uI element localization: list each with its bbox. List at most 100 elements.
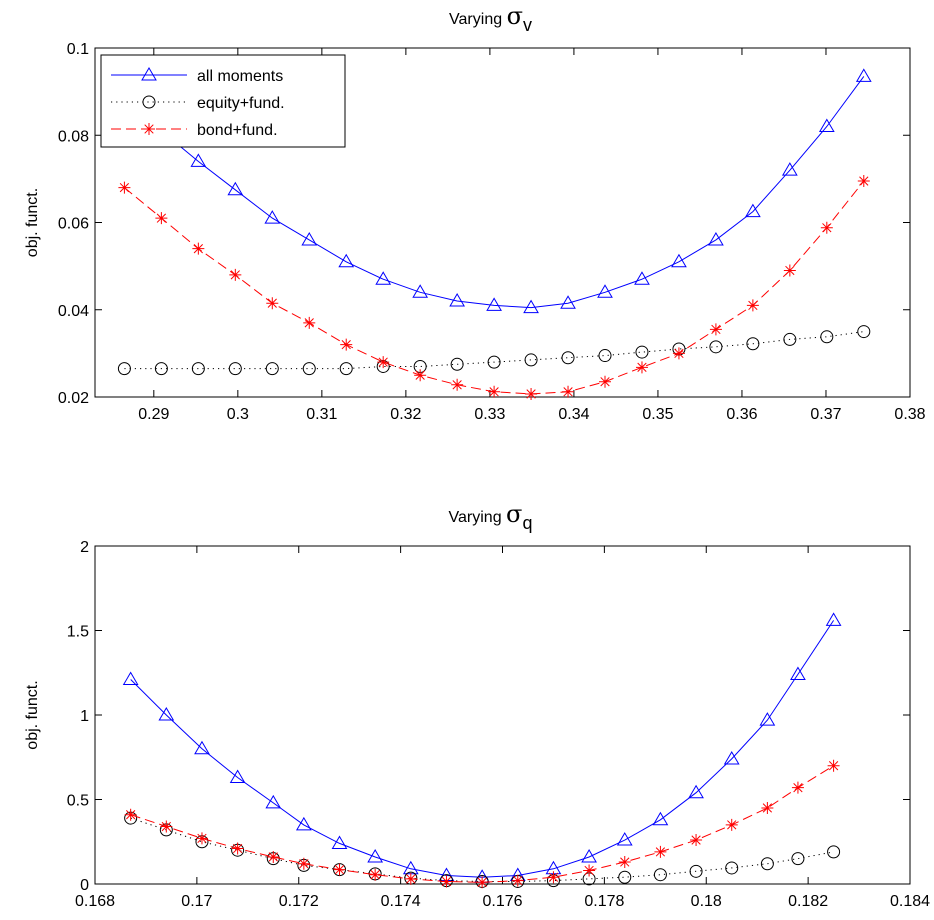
data-point bbox=[759, 712, 776, 726]
y-axis-label: obj. funct. bbox=[24, 188, 41, 257]
data-point bbox=[725, 818, 738, 831]
data-point bbox=[302, 362, 316, 376]
data-point bbox=[414, 369, 427, 382]
data-point bbox=[690, 834, 703, 847]
y-axis-label: obj. funct. bbox=[24, 680, 41, 749]
data-point bbox=[301, 231, 318, 246]
x-tick-label: 0.174 bbox=[381, 893, 421, 910]
data-point bbox=[228, 362, 242, 376]
series-equity-fund bbox=[124, 811, 841, 888]
data-point bbox=[855, 68, 872, 82]
data-point bbox=[635, 345, 649, 359]
chart-2: 0.168 0.17 0.172 0.174 0.176 0.178 0.18 0.182 0.… bbox=[24, 500, 930, 910]
x-tick-label: 0.178 bbox=[584, 893, 624, 910]
x-tick-label: 0.17 bbox=[181, 893, 212, 910]
data-point bbox=[672, 347, 685, 360]
data-point bbox=[160, 820, 173, 833]
legend-box bbox=[100, 54, 346, 148]
x-tick-label: 0.33 bbox=[474, 406, 505, 423]
data-point bbox=[375, 271, 392, 285]
chart-title: Varying σq bbox=[449, 500, 533, 533]
data-point bbox=[745, 203, 761, 218]
data-point bbox=[783, 264, 796, 277]
data-point bbox=[652, 811, 669, 826]
data-point bbox=[267, 850, 280, 863]
data-point bbox=[560, 295, 576, 309]
data-point bbox=[511, 874, 524, 887]
data-point bbox=[618, 870, 632, 884]
title-subscript: v bbox=[523, 15, 532, 35]
y-tick-label: 0.02 bbox=[58, 390, 89, 407]
data-point bbox=[194, 740, 210, 755]
x-tick-label: 0.35 bbox=[642, 406, 673, 423]
data-point bbox=[525, 387, 538, 400]
data-point bbox=[818, 118, 835, 133]
x-tick-label: 0.34 bbox=[558, 406, 589, 423]
data-point bbox=[825, 612, 842, 626]
data-point bbox=[618, 856, 631, 869]
data-point bbox=[635, 361, 648, 374]
title-text: Varying bbox=[449, 11, 507, 28]
data-point bbox=[488, 385, 501, 398]
title-symbol: σ bbox=[507, 2, 523, 30]
data-point bbox=[616, 832, 633, 846]
series-line bbox=[124, 331, 864, 370]
data-point bbox=[599, 375, 612, 388]
y-tick-label: 0.1 bbox=[67, 41, 89, 58]
x-tick-label: 0.182 bbox=[788, 893, 828, 910]
data-point bbox=[440, 875, 453, 888]
series-line bbox=[124, 76, 865, 309]
data-point bbox=[827, 759, 840, 772]
data-point bbox=[124, 808, 137, 821]
y-tick-label: 0 bbox=[80, 877, 89, 894]
data-point bbox=[583, 864, 596, 877]
data-point bbox=[598, 349, 612, 363]
data-point bbox=[581, 848, 597, 863]
x-tick-label: 0.32 bbox=[390, 406, 421, 423]
data-point bbox=[295, 816, 312, 831]
title-text: Varying bbox=[449, 509, 507, 526]
plot-area bbox=[94, 545, 911, 885]
data-point bbox=[266, 297, 279, 310]
data-point bbox=[195, 832, 208, 845]
data-point bbox=[339, 362, 353, 376]
data-point bbox=[190, 153, 207, 167]
x-tick-label: 0.38 bbox=[894, 406, 925, 423]
data-point bbox=[191, 362, 205, 376]
data-point bbox=[158, 707, 175, 721]
data-point bbox=[229, 769, 246, 784]
data-point bbox=[653, 868, 667, 882]
data-point bbox=[524, 353, 538, 367]
x-tick-label: 0.36 bbox=[726, 406, 757, 423]
data-point bbox=[760, 857, 774, 871]
data-point bbox=[451, 378, 464, 391]
legend-marker bbox=[142, 95, 156, 109]
data-point bbox=[450, 357, 464, 371]
data-point bbox=[820, 221, 833, 234]
data-point bbox=[597, 284, 613, 298]
data-point bbox=[231, 842, 244, 855]
x-tick-label: 0.31 bbox=[306, 406, 337, 423]
legend-label: equity+fund. bbox=[197, 95, 285, 112]
y-tick-label: 0.08 bbox=[58, 128, 89, 145]
series-line bbox=[130, 765, 834, 883]
x-tick-label: 0.18 bbox=[691, 893, 722, 910]
data-point bbox=[486, 297, 502, 311]
series-bond-fund bbox=[118, 175, 870, 400]
data-point bbox=[338, 253, 355, 268]
data-point bbox=[192, 242, 205, 255]
data-point bbox=[562, 385, 575, 398]
data-point bbox=[487, 355, 501, 369]
data-point bbox=[857, 325, 871, 339]
chart-1: 0.29 0.3 0.31 0.32 0.33 0.34 0.35 0.36 0.37 0.38 0… bbox=[24, 2, 926, 423]
data-point bbox=[229, 268, 242, 281]
data-point bbox=[725, 861, 739, 875]
data-point bbox=[297, 857, 310, 870]
data-point bbox=[303, 316, 316, 329]
data-point bbox=[377, 356, 390, 369]
legend: all moments equity+fund. bond+fund. bbox=[100, 54, 346, 148]
x-tick-label: 0.168 bbox=[75, 893, 115, 910]
data-point bbox=[791, 852, 805, 866]
data-point bbox=[154, 362, 168, 376]
data-point bbox=[746, 299, 759, 312]
